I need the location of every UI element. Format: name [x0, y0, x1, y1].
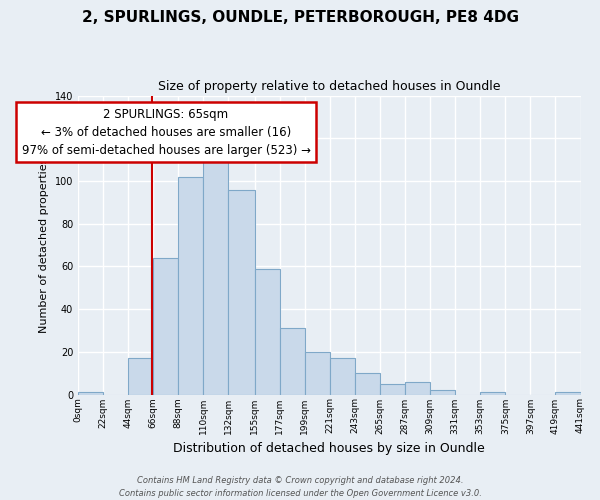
X-axis label: Distribution of detached houses by size in Oundle: Distribution of detached houses by size …	[173, 442, 485, 455]
Bar	[229, 190, 254, 394]
Y-axis label: Number of detached properties: Number of detached properties	[39, 158, 49, 332]
Bar	[203, 158, 229, 394]
Bar	[430, 390, 455, 394]
Bar	[178, 176, 203, 394]
Bar	[480, 392, 505, 394]
Bar	[78, 392, 103, 394]
Title: Size of property relative to detached houses in Oundle: Size of property relative to detached ho…	[158, 80, 500, 93]
Bar	[355, 373, 380, 394]
Bar	[330, 358, 355, 395]
Text: 2 SPURLINGS: 65sqm
← 3% of detached houses are smaller (16)
97% of semi-detached: 2 SPURLINGS: 65sqm ← 3% of detached hous…	[22, 108, 311, 156]
Bar	[128, 358, 154, 395]
Bar	[154, 258, 178, 394]
Bar	[405, 382, 430, 394]
Bar	[556, 392, 581, 394]
Bar	[305, 352, 330, 395]
Text: Contains HM Land Registry data © Crown copyright and database right 2024.
Contai: Contains HM Land Registry data © Crown c…	[119, 476, 481, 498]
Text: 2, SPURLINGS, OUNDLE, PETERBOROUGH, PE8 4DG: 2, SPURLINGS, OUNDLE, PETERBOROUGH, PE8 …	[82, 10, 518, 25]
Bar	[280, 328, 305, 394]
Bar	[254, 268, 280, 394]
Bar	[380, 384, 405, 394]
